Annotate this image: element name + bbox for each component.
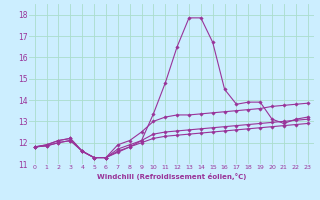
X-axis label: Windchill (Refroidissement éolien,°C): Windchill (Refroidissement éolien,°C) — [97, 173, 246, 180]
